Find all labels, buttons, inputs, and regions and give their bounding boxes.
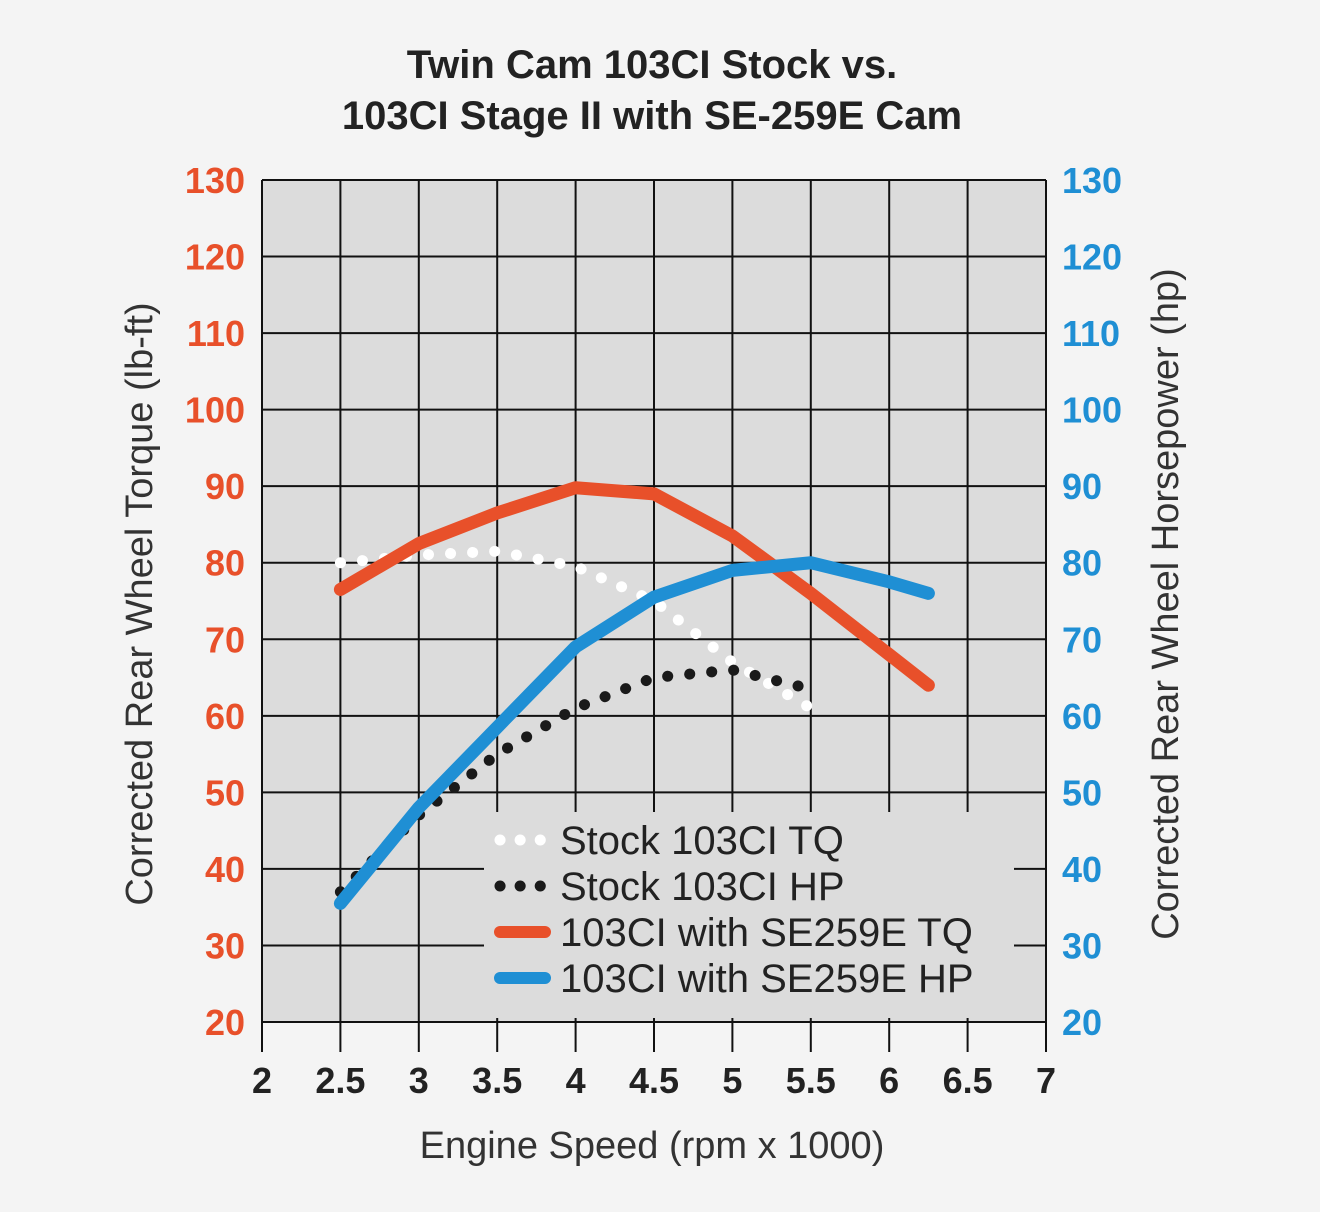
x-axis-label: Engine Speed (rpm x 1000) (420, 1125, 885, 1167)
series-layer (333, 481, 935, 910)
left-tick-label: 70 (205, 619, 245, 660)
x-tick-label: 5 (722, 1060, 742, 1101)
left-tick-label: 80 (205, 543, 245, 584)
right-tick-label: 60 (1062, 696, 1102, 737)
right-tick-label: 110 (1062, 313, 1120, 354)
right-tick-label: 30 (1062, 925, 1102, 966)
x-tick-label: 6.5 (943, 1060, 993, 1101)
right-tick-label: 90 (1062, 466, 1102, 507)
left-tick-label: 60 (205, 696, 245, 737)
legend-label: Stock 103CI TQ (560, 819, 844, 863)
right-tick-label: 20 (1062, 1002, 1102, 1043)
right-axis-ticks: 20 30 40 50 60 70 80 90 100 110 120 130 (1062, 160, 1122, 1043)
left-tick-label: 120 (185, 237, 245, 278)
legend-label: Stock 103CI HP (560, 865, 845, 909)
left-axis-ticks: 20 30 40 50 60 70 80 90 100 110 120 130 (185, 160, 245, 1043)
left-tick-label: 130 (185, 160, 245, 201)
grid (261, 179, 1047, 1052)
chart-title-line-1: Twin Cam 103CI Stock vs. (407, 43, 898, 87)
chart-title-line-2: 103CI Stage II with SE-259E Cam (342, 94, 962, 138)
left-tick-label: 30 (205, 925, 245, 966)
right-tick-label: 80 (1062, 543, 1102, 584)
x-tick-label: 6 (879, 1060, 899, 1101)
left-tick-label: 110 (187, 313, 245, 354)
left-tick-label: 90 (205, 466, 245, 507)
right-tick-label: 70 (1062, 619, 1102, 660)
right-tick-label: 130 (1062, 160, 1122, 201)
right-tick-label: 40 (1062, 849, 1102, 890)
x-tick-label: 7 (1036, 1060, 1056, 1101)
x-axis-ticks: 2 2.5 3 3.5 4 4.5 5 5.5 6 6.5 7 (252, 1060, 1056, 1101)
left-tick-label: 100 (185, 390, 245, 431)
left-tick-label: 50 (205, 772, 245, 813)
left-axis-label: Corrected Rear Wheel Torque (lb-ft) (119, 302, 161, 905)
x-tick-label: 4 (566, 1060, 586, 1101)
left-tick-label: 40 (205, 849, 245, 890)
series-line-103ci-with-se259e-tq (333, 481, 935, 692)
right-tick-label: 50 (1062, 772, 1102, 813)
right-axis-label: Corrected Rear Wheel Horsepower (hp) (1145, 268, 1187, 940)
left-tick-label: 20 (205, 1002, 245, 1043)
right-tick-label: 100 (1062, 390, 1122, 431)
x-tick-label: 2.5 (315, 1060, 365, 1101)
x-tick-label: 5.5 (786, 1060, 836, 1101)
x-tick-label: 3.5 (472, 1060, 522, 1101)
legend-label: 103CI with SE259E HP (560, 957, 974, 1001)
legend-box (484, 812, 1014, 1018)
right-tick-label: 120 (1062, 237, 1122, 278)
legend-label: 103CI with SE259E TQ (560, 911, 973, 955)
x-tick-label: 2 (252, 1060, 272, 1101)
x-tick-label: 4.5 (629, 1060, 679, 1101)
x-tick-label: 3 (409, 1060, 429, 1101)
